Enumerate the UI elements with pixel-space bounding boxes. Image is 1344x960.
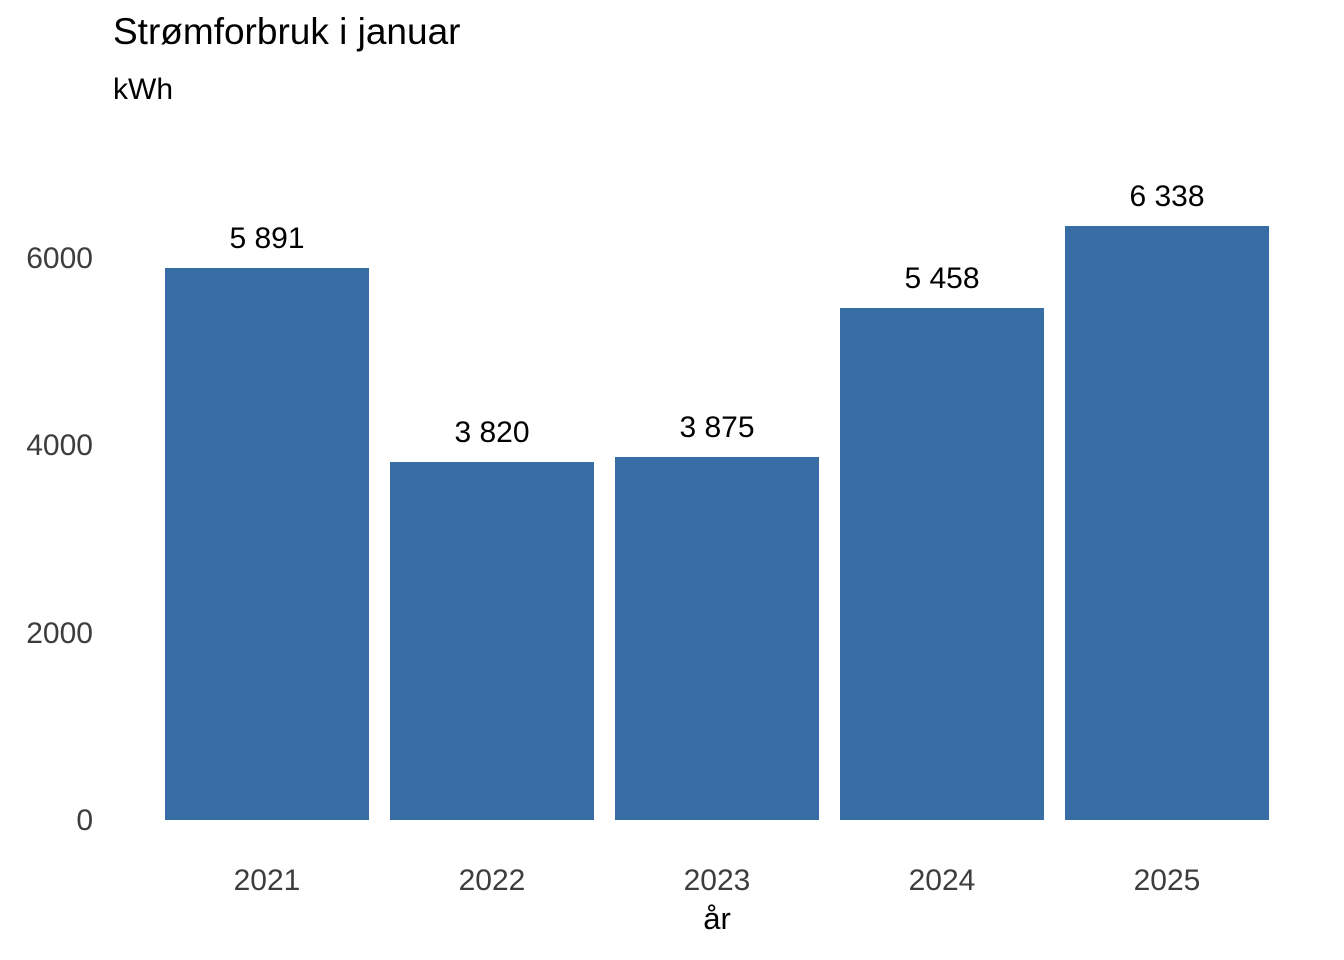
bar-value-label: 5 891	[229, 222, 305, 255]
bar	[840, 308, 1044, 820]
y-tick-label: 0	[76, 804, 93, 837]
chart-title: Strømforbruk i januar	[113, 11, 461, 52]
x-tick-label: 2022	[458, 864, 526, 897]
x-tick-label: 2023	[683, 864, 751, 897]
bar-value-label: 3 875	[679, 411, 755, 444]
bar	[165, 268, 369, 820]
y-tick-label: 2000	[26, 616, 93, 650]
bar	[390, 462, 594, 820]
x-axis-title: år	[703, 901, 731, 936]
chart-unit-label: kWh	[113, 73, 173, 106]
bar-value-label: 5 458	[904, 262, 980, 295]
x-tick-label: 2021	[233, 864, 301, 897]
x-tick-label: 2024	[908, 864, 976, 897]
bar	[615, 457, 819, 820]
y-tick-label: 6000	[26, 241, 93, 275]
y-tick-label: 4000	[26, 429, 93, 462]
x-tick-label: 2025	[1133, 864, 1201, 897]
bar-value-label: 6 338	[1129, 180, 1205, 213]
bar-value-label: 3 820	[454, 416, 530, 449]
bar	[1065, 226, 1269, 820]
